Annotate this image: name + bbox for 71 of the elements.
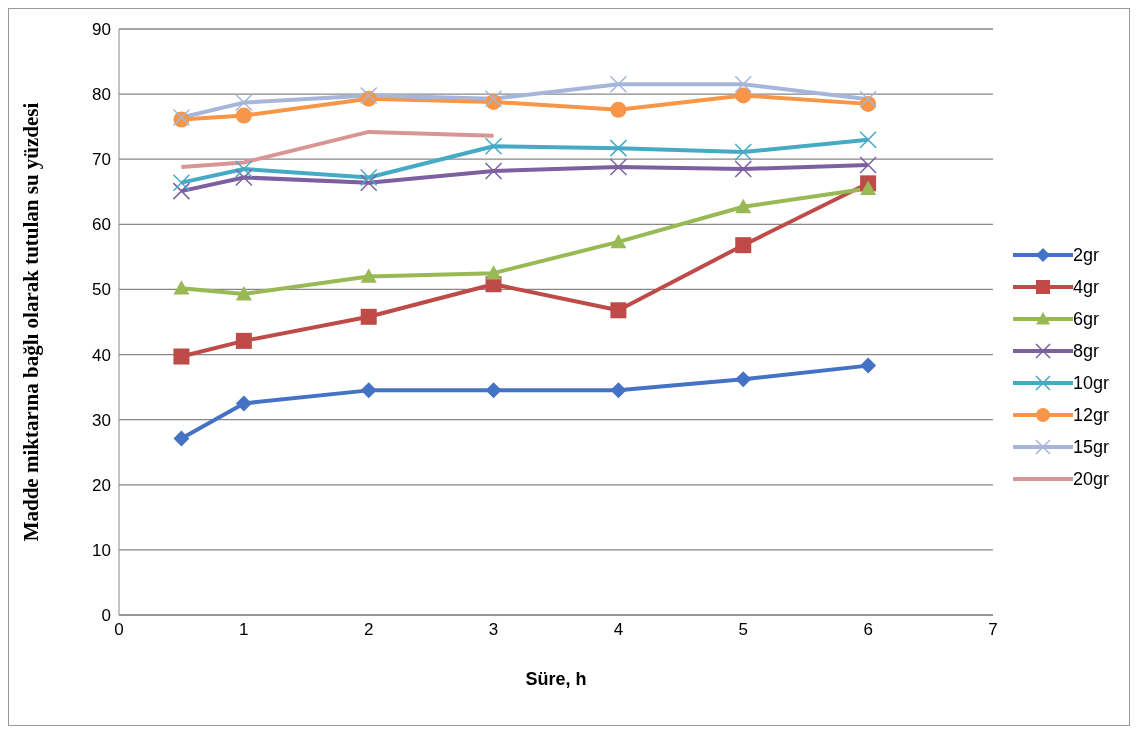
point bbox=[485, 265, 502, 280]
y-axis-title: Madde miktarına bağlı olarak tutulan su yüzdesi bbox=[19, 102, 44, 542]
point bbox=[172, 173, 191, 192]
point bbox=[734, 75, 753, 94]
y-tick-label: 80 bbox=[92, 85, 111, 105]
x-tick-label: 0 bbox=[114, 620, 124, 640]
point bbox=[235, 286, 252, 301]
point bbox=[859, 156, 877, 174]
point bbox=[173, 348, 190, 365]
point bbox=[235, 168, 253, 187]
line-series bbox=[179, 129, 496, 170]
y-tick-label: 70 bbox=[92, 150, 111, 170]
point bbox=[235, 395, 252, 412]
y-tick-label: 10 bbox=[92, 540, 111, 560]
point bbox=[235, 332, 252, 349]
x-tick-label: 4 bbox=[613, 620, 624, 640]
point bbox=[485, 382, 502, 399]
point bbox=[609, 158, 628, 176]
legend-label: 10gr bbox=[1072, 372, 1109, 394]
point bbox=[735, 87, 752, 104]
y-tick-label: 30 bbox=[92, 410, 111, 430]
legend-label: 4gr bbox=[1072, 276, 1099, 298]
x-tick-label: 7 bbox=[988, 620, 998, 640]
point bbox=[360, 308, 377, 325]
point bbox=[360, 268, 377, 283]
point bbox=[359, 86, 378, 105]
point bbox=[609, 139, 628, 157]
point bbox=[173, 280, 190, 295]
x-axis-title: Süre, h bbox=[525, 669, 587, 689]
point bbox=[172, 182, 191, 200]
point bbox=[859, 130, 877, 149]
point bbox=[609, 75, 628, 94]
legend-label: 20gr bbox=[1072, 468, 1109, 490]
y-tick-label: 0 bbox=[101, 606, 111, 626]
point bbox=[610, 233, 627, 249]
x-tick-label: 5 bbox=[738, 620, 748, 640]
point bbox=[484, 89, 503, 108]
point bbox=[235, 107, 252, 124]
point bbox=[734, 143, 753, 161]
y-tick-label: 50 bbox=[92, 280, 111, 300]
x-tick-label: 2 bbox=[363, 620, 374, 640]
point bbox=[173, 430, 190, 447]
point bbox=[235, 160, 253, 178]
point bbox=[860, 357, 877, 374]
y-tick-label: 20 bbox=[92, 475, 111, 495]
x-tick-label: 1 bbox=[239, 620, 249, 640]
y-tick-label: 60 bbox=[92, 215, 111, 235]
y-tick-label: 40 bbox=[92, 345, 111, 365]
x-tick-label: 3 bbox=[488, 620, 499, 640]
point bbox=[859, 90, 877, 109]
point bbox=[360, 382, 377, 399]
point bbox=[610, 382, 627, 399]
point bbox=[359, 168, 378, 187]
point bbox=[735, 198, 752, 214]
point bbox=[735, 237, 752, 254]
legend-label: 12gr bbox=[1072, 404, 1109, 426]
point bbox=[610, 101, 627, 118]
point bbox=[610, 302, 627, 319]
point bbox=[484, 137, 503, 155]
point bbox=[734, 160, 753, 178]
point bbox=[359, 173, 378, 192]
legend-label: 15gr bbox=[1072, 436, 1109, 458]
legend-label: 6gr bbox=[1072, 308, 1099, 330]
legend-label: 8gr bbox=[1072, 340, 1099, 362]
legend-label: 2gr bbox=[1072, 244, 1099, 266]
y-tick-label: 90 bbox=[92, 20, 111, 40]
x-tick-label: 6 bbox=[863, 620, 873, 640]
point bbox=[235, 93, 253, 112]
point bbox=[484, 162, 503, 180]
point bbox=[735, 371, 752, 388]
point bbox=[860, 180, 877, 195]
